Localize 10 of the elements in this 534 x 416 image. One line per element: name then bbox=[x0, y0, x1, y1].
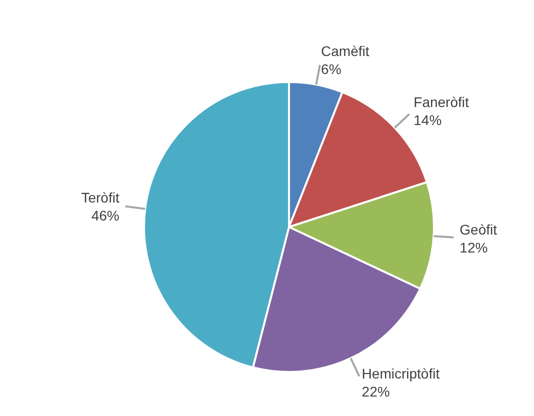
slice-label: Camèfit bbox=[321, 43, 370, 60]
data-label: 12% bbox=[460, 240, 488, 256]
slice-label: Faneròfit bbox=[414, 94, 470, 110]
slice-label: Hemicriptòfit bbox=[362, 366, 440, 382]
data-label: 22% bbox=[362, 384, 390, 400]
data-label: 14% bbox=[414, 112, 442, 128]
data-label: 6% bbox=[321, 61, 342, 78]
data-label: 46% bbox=[91, 208, 120, 224]
slice-label: Teròfit bbox=[81, 190, 120, 206]
slice-label: Geòfit bbox=[460, 222, 498, 238]
